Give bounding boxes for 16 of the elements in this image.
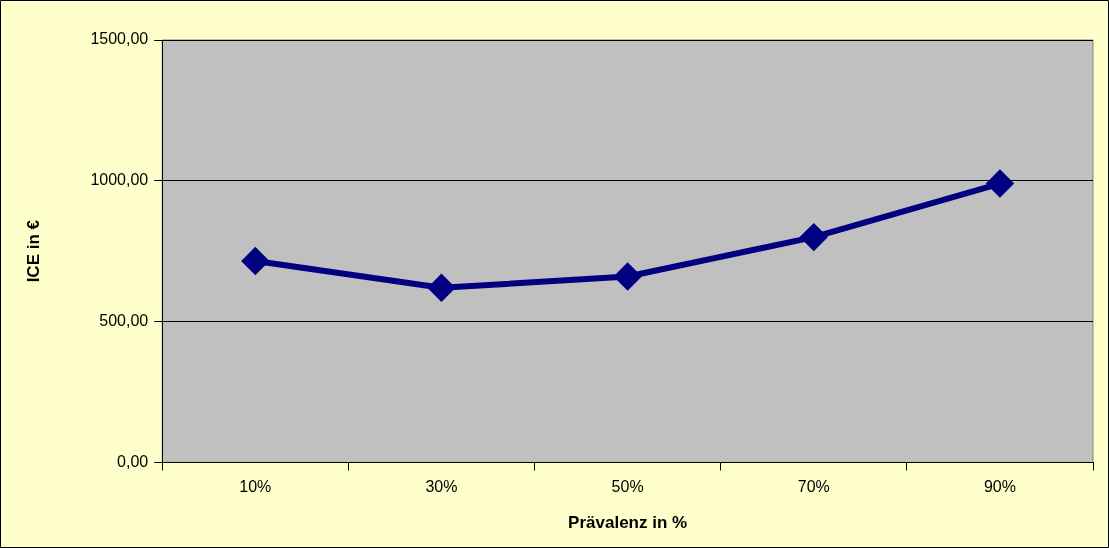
y-tick-label: 1000,00 xyxy=(90,171,149,189)
y-axis-title: ICE in € xyxy=(23,219,43,283)
point xyxy=(242,248,269,275)
x-tick-label: 10% xyxy=(239,478,272,496)
y-tick-label: 500,00 xyxy=(99,312,149,330)
x-tick-label: 90% xyxy=(983,478,1016,496)
x-tick-label: 50% xyxy=(611,478,644,496)
y-tick-label: 1500,00 xyxy=(90,30,149,48)
y-tick-label: 0,00 xyxy=(117,452,149,470)
point xyxy=(986,170,1013,197)
point xyxy=(800,224,827,251)
x-axis-title: Prävalenz in % xyxy=(568,513,688,533)
x-tick-label: 30% xyxy=(425,478,458,496)
point xyxy=(614,263,641,290)
x-tick-label: 70% xyxy=(797,478,830,496)
point xyxy=(428,274,455,301)
